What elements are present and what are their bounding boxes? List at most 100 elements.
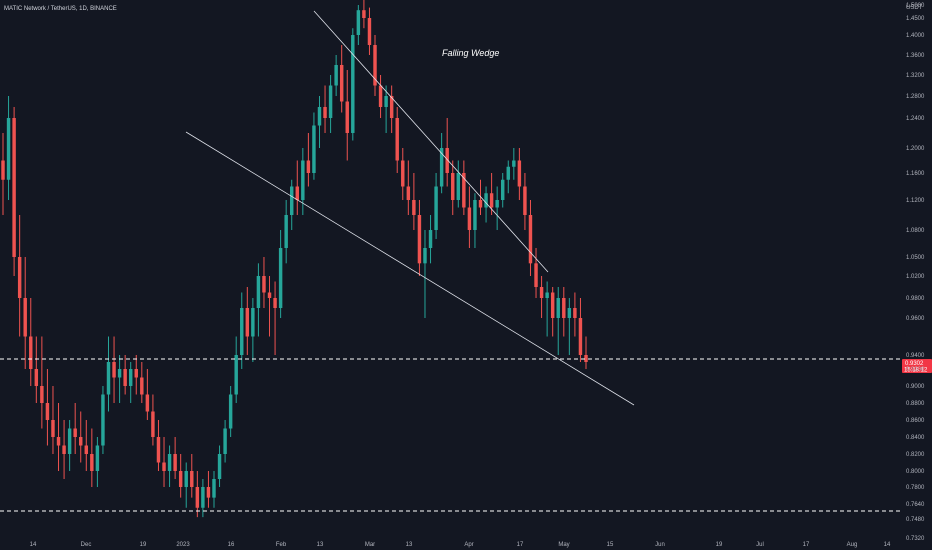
candle-body xyxy=(95,445,100,471)
candle-body xyxy=(334,65,338,86)
candle-body xyxy=(34,369,39,386)
price-tick-label: 1.2800 xyxy=(906,94,925,100)
candle-body xyxy=(512,160,516,167)
candle-body xyxy=(301,160,305,200)
candle-body xyxy=(578,318,583,355)
candle-body xyxy=(223,428,227,454)
candle-body xyxy=(12,118,16,257)
price-tick-label: 1.2400 xyxy=(906,116,925,122)
candle-body xyxy=(6,118,11,180)
candle-body xyxy=(245,308,250,337)
time-tick-label: Aug xyxy=(847,542,858,548)
pattern-annotation: Falling Wedge xyxy=(442,48,499,58)
candle-body xyxy=(212,479,216,498)
candle-body xyxy=(195,487,200,508)
candle-body xyxy=(489,193,494,208)
candles xyxy=(1,0,588,518)
time-tick-label: 13 xyxy=(406,542,413,548)
candle-body xyxy=(56,437,61,446)
candle-body xyxy=(495,200,499,208)
wedge-lower-trendline[interactable] xyxy=(185,131,635,406)
candle-body xyxy=(412,200,416,215)
candle-body xyxy=(23,298,27,337)
time-tick-label: Feb xyxy=(276,542,287,548)
candle-body xyxy=(378,85,383,107)
price-tick-label: 1.0500 xyxy=(906,255,925,261)
candle-body xyxy=(345,101,349,133)
candle-body xyxy=(17,257,22,298)
candle-body xyxy=(73,428,77,437)
candle-body xyxy=(567,308,572,318)
currency-label: USDT xyxy=(906,5,923,11)
candle-body xyxy=(584,355,588,362)
candle-body xyxy=(317,107,322,126)
candle-body xyxy=(523,186,527,215)
price-tick-label: 1.0800 xyxy=(906,228,925,234)
price-tick-label: 0.7480 xyxy=(906,517,925,523)
price-tick-label: 0.9400 xyxy=(906,353,925,359)
price-tick-label: 0.8600 xyxy=(906,418,925,424)
time-tick-label: Mar xyxy=(365,542,375,548)
candle-body xyxy=(467,207,472,230)
candle-body xyxy=(256,276,261,308)
candle-body xyxy=(67,428,72,454)
time-tick-label: 17 xyxy=(803,542,810,548)
candle-body xyxy=(117,369,122,378)
candle-body xyxy=(240,308,244,355)
candle-body xyxy=(151,411,155,437)
candle-body xyxy=(484,193,488,208)
candle-body xyxy=(173,454,177,471)
price-tick-label: 0.9800 xyxy=(906,296,925,302)
wedge-upper-trendline[interactable] xyxy=(313,10,549,273)
price-tick-label: 1.1200 xyxy=(906,198,925,204)
candle-body xyxy=(267,292,272,298)
candle-body xyxy=(167,454,172,471)
candle-body xyxy=(312,125,316,173)
price-tick-label: 0.9600 xyxy=(906,316,925,322)
candle-body xyxy=(62,445,66,454)
candle-body xyxy=(328,85,333,118)
candle-body xyxy=(79,437,83,446)
candle-body xyxy=(278,248,283,308)
candle-body xyxy=(423,248,427,264)
candle-body xyxy=(506,166,510,180)
price-tick-label: 1.5000 xyxy=(906,3,925,9)
last-price-value: 0.9302 xyxy=(905,361,924,367)
candle-body xyxy=(262,276,266,293)
price-tick-label: 1.4500 xyxy=(906,16,925,22)
price-axis[interactable]: 0.7320 0.7480 0.7640 0.7800 0.8000 0.8200 0.84… xyxy=(906,3,925,542)
price-tick-label: 1.0200 xyxy=(906,274,925,280)
candle-body xyxy=(517,160,522,187)
candle-body xyxy=(51,420,55,437)
candle-body xyxy=(295,186,299,200)
candle-body xyxy=(534,263,538,287)
candle-body xyxy=(101,394,105,446)
price-tick-label: 0.7800 xyxy=(906,485,925,491)
time-tick-label: Dec xyxy=(81,542,92,548)
candle-body xyxy=(439,148,444,187)
price-tick-label: 0.8000 xyxy=(906,469,925,475)
price-tick-label: 0.8800 xyxy=(906,401,925,407)
price-tick-label: 1.2000 xyxy=(906,146,925,152)
candle-body xyxy=(178,471,183,487)
candle-body xyxy=(451,173,455,200)
candle-body xyxy=(45,403,50,420)
candle-body xyxy=(401,160,405,187)
countdown-timer: 15:18:12 xyxy=(904,368,928,374)
candle-body xyxy=(500,179,505,200)
candle-body xyxy=(367,18,372,45)
candle-body xyxy=(445,148,449,173)
candle-body xyxy=(478,200,483,208)
candle-body xyxy=(545,292,549,298)
candle-body xyxy=(456,173,461,200)
price-tick-label: 0.8200 xyxy=(906,452,925,458)
time-tick-label: 2023 xyxy=(176,542,190,548)
time-axis[interactable]: 14 Dec 19 2023 16 Feb 13 Mar 13 Apr 17 May 15 Jun 19 Ju… xyxy=(30,542,891,548)
candle-body xyxy=(145,394,150,412)
candle-body xyxy=(473,200,477,230)
candle-body xyxy=(106,362,111,395)
candle-body xyxy=(356,10,361,35)
